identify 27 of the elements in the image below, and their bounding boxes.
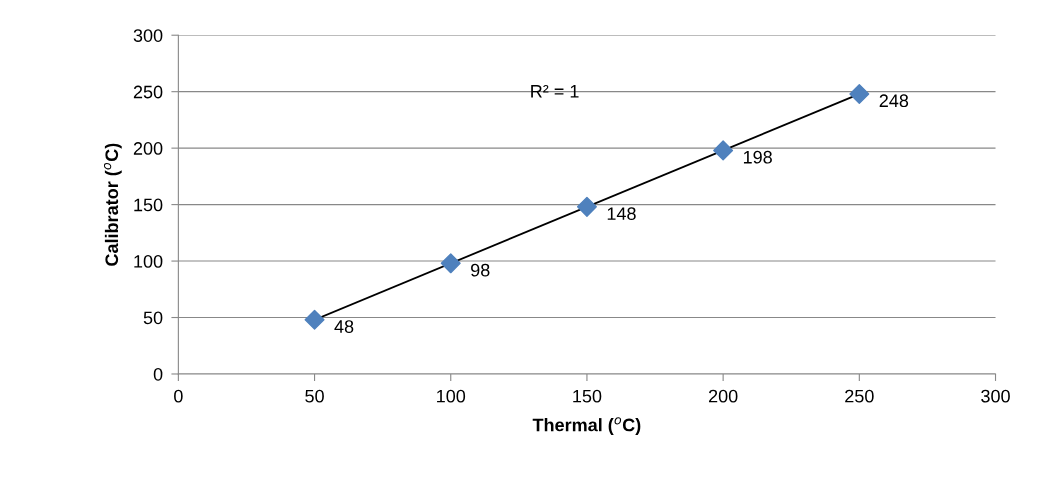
x-tick-label: 0 [174,389,183,403]
x-axis-title: Thermal ($^{o}$C) [532,417,641,435]
point [713,140,734,161]
x-tick-label: 100 [437,389,466,403]
data-label: 48 [334,320,354,333]
annotation: R² = 1 [531,84,579,98]
x-tick-label: 50 [305,389,324,403]
y-tick-label: 250 [133,85,163,99]
y-tick-label: 200 [133,142,163,155]
x-tick-label: 200 [708,389,738,403]
y-tick-label: 300 [133,29,163,42]
point [304,309,325,330]
y-tick-label: 0 [153,367,163,381]
x-tick-label: 250 [845,389,874,403]
y-tick-label: 100 [134,255,163,268]
y-axis-title: Calibrator ($^{o}$C) [103,143,122,266]
x-tick-label: 150 [573,389,602,403]
data-label: 248 [879,94,909,108]
data-label: 148 [607,207,636,221]
point [576,196,597,217]
data-label: 198 [743,150,772,164]
x-tick-label: 300 [981,389,1010,403]
y-tick-label: 50 [143,311,163,325]
data-label: 98 [471,263,490,277]
y-tick-label: 150 [134,198,163,212]
point [440,253,461,274]
point [849,83,870,104]
